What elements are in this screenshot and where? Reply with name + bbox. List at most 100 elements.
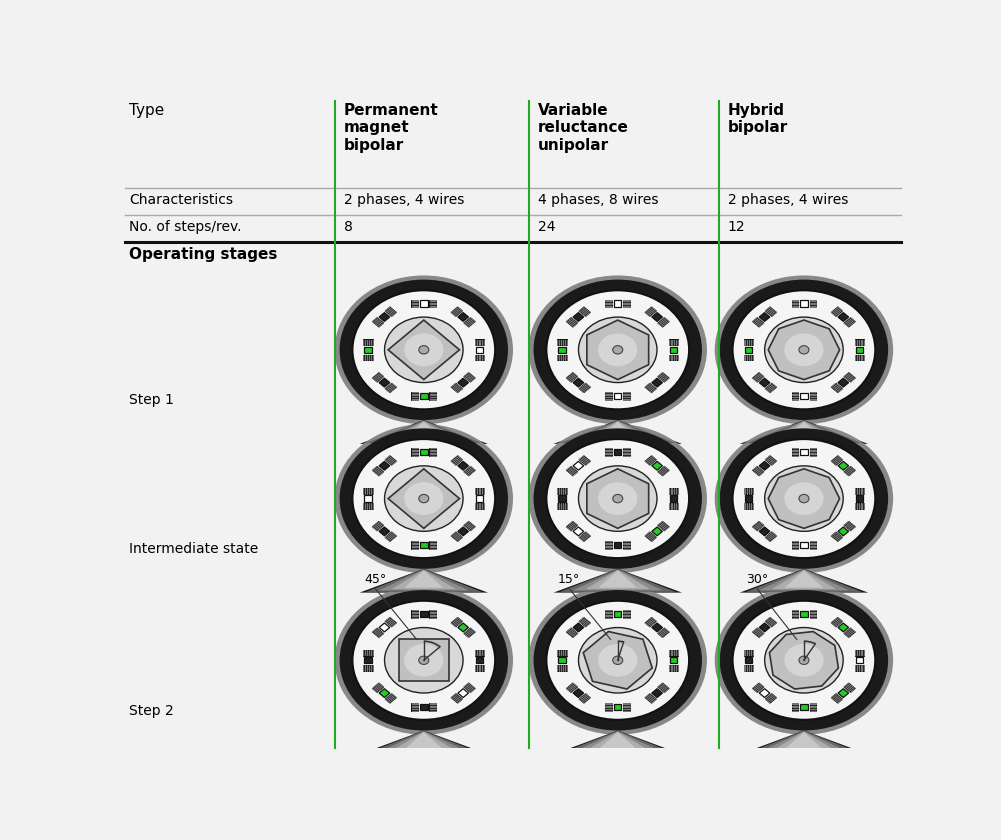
Polygon shape xyxy=(599,570,637,588)
Polygon shape xyxy=(420,393,427,399)
Polygon shape xyxy=(855,503,864,509)
Polygon shape xyxy=(792,449,799,456)
Polygon shape xyxy=(831,532,843,542)
Text: 45°: 45° xyxy=(364,573,386,586)
Text: 12: 12 xyxy=(728,220,746,234)
Polygon shape xyxy=(559,496,566,501)
Polygon shape xyxy=(558,488,567,494)
Polygon shape xyxy=(457,312,468,322)
Polygon shape xyxy=(740,420,868,444)
Polygon shape xyxy=(398,639,449,681)
Polygon shape xyxy=(574,312,584,322)
Circle shape xyxy=(529,424,707,573)
Polygon shape xyxy=(429,703,436,711)
Polygon shape xyxy=(474,665,484,670)
Polygon shape xyxy=(378,421,468,442)
Circle shape xyxy=(404,644,443,677)
Circle shape xyxy=(384,317,463,382)
Polygon shape xyxy=(560,731,676,753)
Circle shape xyxy=(579,627,657,693)
Polygon shape xyxy=(844,373,855,382)
Polygon shape xyxy=(759,570,849,591)
Polygon shape xyxy=(599,732,637,749)
Circle shape xyxy=(547,439,689,558)
Polygon shape xyxy=(800,611,808,617)
Polygon shape xyxy=(768,469,840,528)
Circle shape xyxy=(785,333,824,366)
Polygon shape xyxy=(474,650,484,655)
Polygon shape xyxy=(451,532,462,542)
Polygon shape xyxy=(624,541,631,549)
Polygon shape xyxy=(574,527,584,536)
Polygon shape xyxy=(645,456,657,465)
Circle shape xyxy=(785,482,824,515)
Polygon shape xyxy=(645,532,657,542)
Polygon shape xyxy=(379,527,389,536)
Polygon shape xyxy=(652,378,663,387)
Polygon shape xyxy=(451,456,462,465)
Polygon shape xyxy=(614,449,622,455)
Polygon shape xyxy=(567,373,578,382)
Polygon shape xyxy=(624,449,631,456)
Polygon shape xyxy=(364,347,372,353)
Polygon shape xyxy=(652,623,663,632)
Polygon shape xyxy=(574,378,584,387)
Polygon shape xyxy=(451,383,462,392)
Polygon shape xyxy=(474,339,484,345)
Polygon shape xyxy=(587,469,649,528)
Polygon shape xyxy=(792,541,799,549)
Polygon shape xyxy=(800,449,808,455)
Polygon shape xyxy=(558,354,567,360)
Polygon shape xyxy=(404,570,443,588)
Polygon shape xyxy=(744,488,753,494)
Polygon shape xyxy=(378,731,468,752)
Polygon shape xyxy=(554,731,682,754)
Polygon shape xyxy=(838,689,849,697)
Circle shape xyxy=(579,466,657,532)
Polygon shape xyxy=(746,731,862,753)
Polygon shape xyxy=(800,704,808,710)
Polygon shape xyxy=(587,320,649,380)
Polygon shape xyxy=(385,383,396,392)
Polygon shape xyxy=(856,347,863,353)
Polygon shape xyxy=(359,731,488,754)
Circle shape xyxy=(547,291,689,409)
Polygon shape xyxy=(606,610,613,617)
Text: Characteristics: Characteristics xyxy=(129,192,233,207)
Polygon shape xyxy=(379,689,389,697)
Polygon shape xyxy=(856,657,863,664)
Polygon shape xyxy=(457,461,468,470)
Polygon shape xyxy=(372,466,383,475)
Polygon shape xyxy=(831,617,843,627)
Polygon shape xyxy=(745,496,752,501)
Polygon shape xyxy=(579,383,591,392)
Polygon shape xyxy=(391,421,455,440)
Circle shape xyxy=(613,656,623,664)
Polygon shape xyxy=(586,570,650,589)
Polygon shape xyxy=(463,318,475,327)
Polygon shape xyxy=(785,422,823,438)
Polygon shape xyxy=(579,456,591,465)
Circle shape xyxy=(613,345,623,354)
Polygon shape xyxy=(765,456,777,465)
Circle shape xyxy=(339,590,509,731)
Polygon shape xyxy=(457,378,468,387)
Polygon shape xyxy=(772,732,836,751)
Polygon shape xyxy=(457,623,468,632)
Polygon shape xyxy=(411,703,418,711)
Polygon shape xyxy=(573,731,663,752)
Circle shape xyxy=(418,656,428,664)
Polygon shape xyxy=(624,392,631,400)
Circle shape xyxy=(799,656,809,664)
Polygon shape xyxy=(831,307,843,317)
Polygon shape xyxy=(606,541,613,549)
Circle shape xyxy=(334,276,514,424)
Polygon shape xyxy=(474,503,484,509)
Polygon shape xyxy=(411,392,418,400)
Polygon shape xyxy=(366,569,481,592)
Circle shape xyxy=(418,345,428,354)
Polygon shape xyxy=(744,650,753,655)
Text: 2 phases, 4 wires: 2 phases, 4 wires xyxy=(344,192,464,207)
Polygon shape xyxy=(372,318,383,327)
Polygon shape xyxy=(391,732,455,751)
